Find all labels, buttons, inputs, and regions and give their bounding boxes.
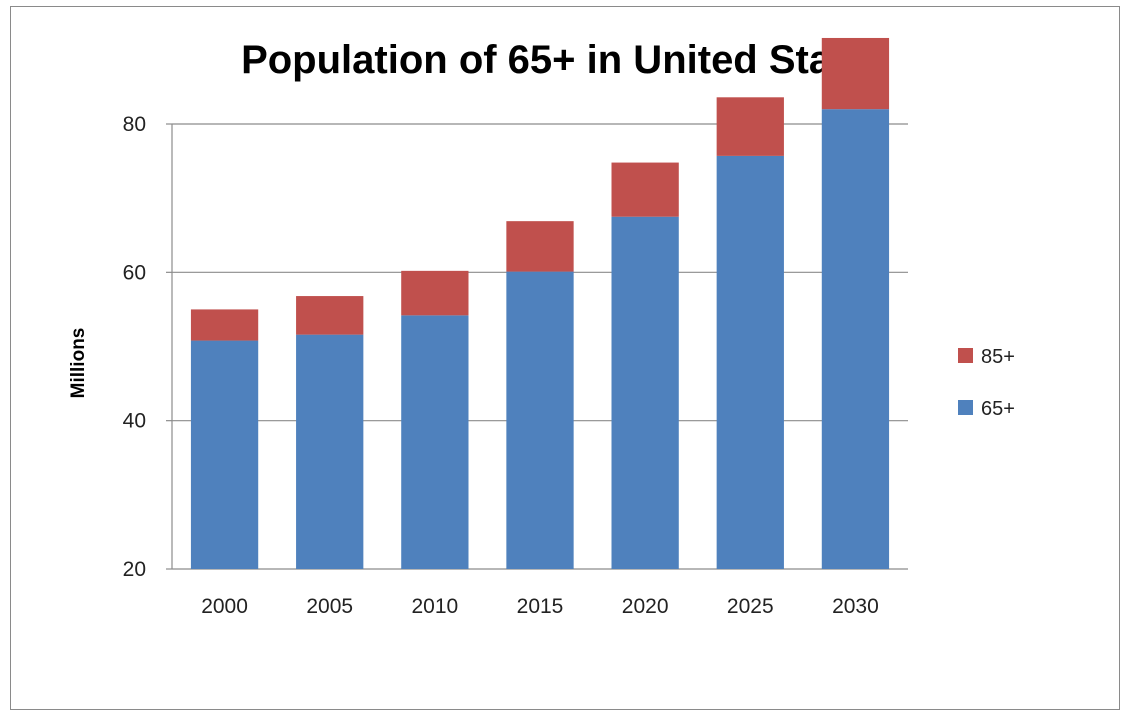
x-tick-label: 2000	[201, 595, 248, 618]
x-tick-label: 2020	[622, 595, 669, 618]
bar-65plus-2030	[821, 109, 890, 570]
y-axis-label: Millions	[68, 328, 89, 399]
legend-swatch	[958, 348, 973, 363]
bar-85plus-2020	[611, 162, 679, 217]
bar-85plus-2005	[296, 296, 364, 335]
legend-label: 85+	[981, 346, 1015, 368]
y-tick-label: 20	[123, 558, 146, 581]
bar-85plus-2025	[716, 97, 784, 156]
bar-65plus-2005	[296, 334, 364, 569]
bar-85plus-2000	[190, 309, 259, 341]
bar-85plus-2010	[401, 270, 469, 316]
bar-65plus-2015	[506, 271, 574, 569]
legend-label: 65+	[981, 398, 1015, 420]
x-tick-label: 2030	[832, 595, 879, 618]
x-tick-label: 2010	[411, 595, 458, 618]
legend-swatch	[958, 400, 973, 415]
y-axis-ticks: 20 40 60 80	[123, 113, 146, 581]
bar-65plus-2000	[190, 340, 259, 569]
x-tick-label: 2015	[517, 595, 564, 618]
x-tick-label: 2025	[727, 595, 774, 618]
y-tick-label: 80	[123, 113, 146, 136]
bar-65plus-2010	[401, 315, 469, 569]
x-axis-ticks: 2000 2005 2010 2015 2020 2025 2030	[201, 595, 879, 618]
chart-title: Population of 65+ in United States	[241, 38, 889, 82]
x-tick-label: 2005	[306, 595, 353, 618]
bar-85plus-2030	[821, 37, 890, 110]
bar-65plus-2025	[716, 155, 784, 569]
bars	[190, 37, 890, 570]
legend: 85+ 65+	[958, 346, 1015, 420]
bar-65plus-2020	[611, 216, 679, 570]
y-tick-label: 60	[123, 261, 146, 284]
bar-85plus-2015	[506, 221, 574, 272]
y-tick-label: 40	[123, 410, 146, 433]
